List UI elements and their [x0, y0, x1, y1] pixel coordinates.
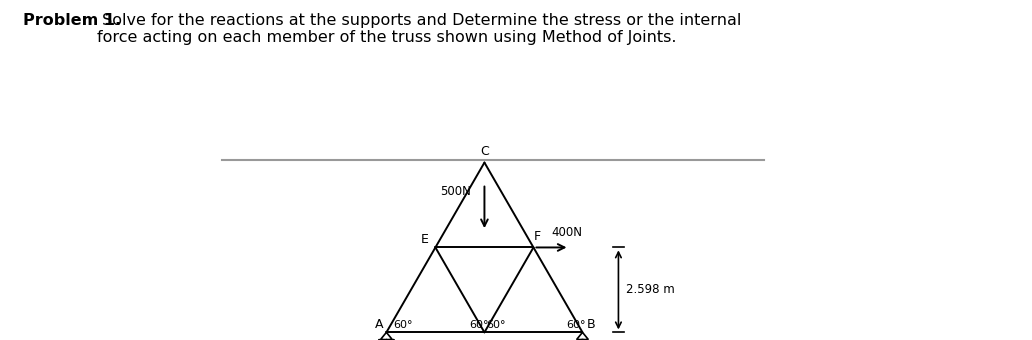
Text: 500N: 500N	[441, 185, 472, 198]
Text: 2.598 m: 2.598 m	[625, 283, 674, 296]
Text: E: E	[420, 233, 428, 246]
Text: F: F	[535, 231, 541, 243]
Text: 400N: 400N	[551, 226, 582, 239]
Text: 60°: 60°	[393, 320, 413, 330]
Text: 60°: 60°	[486, 320, 506, 330]
Text: Problem 1.: Problem 1.	[23, 13, 121, 28]
Text: B: B	[586, 318, 595, 331]
Text: C: C	[480, 144, 489, 157]
Text: 60°: 60°	[470, 320, 489, 330]
Text: Solve for the reactions at the supports and Determine the stress or the internal: Solve for the reactions at the supports …	[97, 13, 741, 46]
Text: 60°: 60°	[567, 320, 585, 330]
Text: A: A	[375, 318, 383, 331]
